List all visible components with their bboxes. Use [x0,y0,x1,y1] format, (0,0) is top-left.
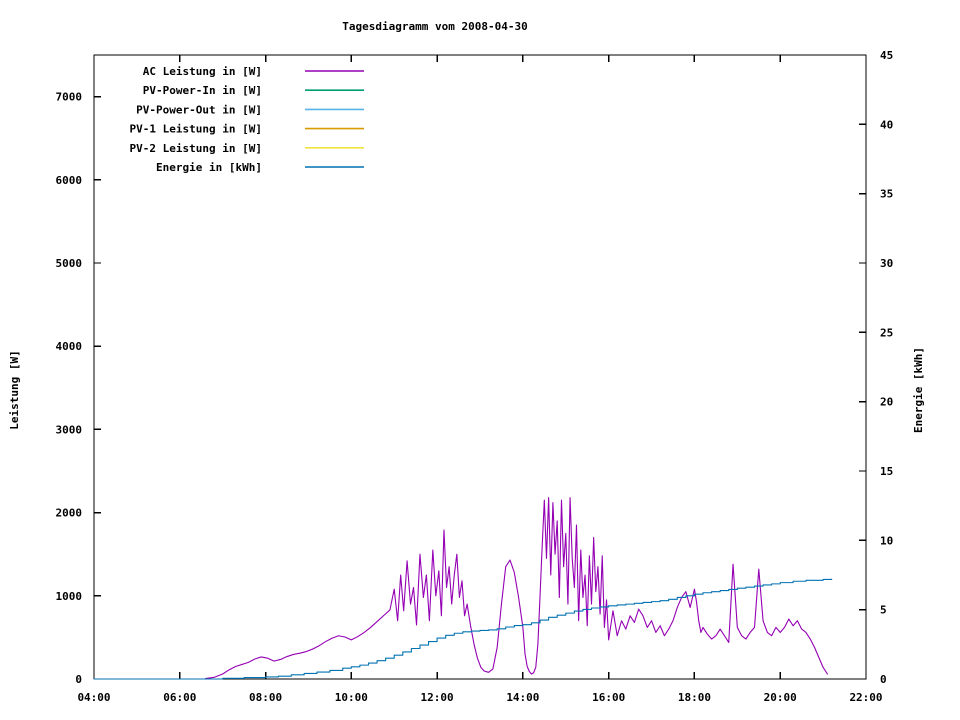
y2-tick-label: 35 [880,188,893,201]
y2-axis-title: Energie [kWh] [912,347,925,433]
legend-label: PV-Power-In in [W] [143,84,262,97]
legend-label: Energie in [kWh] [156,161,262,174]
y-tick-label: 0 [75,673,82,686]
legend-layer: AC Leistung in [W] PV-Power-In in [W] PV-P… [130,65,364,174]
legend-entry: Energie in [kWh] [156,161,364,174]
y2-tick-label: 10 [880,534,893,547]
legend-entry: PV-Power-Out in [W] [136,103,364,116]
x-tick-label: 10:00 [335,691,368,704]
y-tick-label: 7000 [56,91,83,104]
y-axis-title: Leistung [W] [8,350,21,429]
x-tick-label: 22:00 [849,691,882,704]
legend-entry: PV-2 Leistung in [W] [130,142,364,155]
y-tick-label: 5000 [56,257,83,270]
x-tick-label: 20:00 [764,691,797,704]
legend-entry: PV-1 Leistung in [W] [130,123,364,136]
x-tick-label: 06:00 [163,691,196,704]
y-tick-label: 6000 [56,174,83,187]
legend-label: PV-2 Leistung in [W] [130,142,262,155]
y-tick-label: 4000 [56,340,83,353]
x-tick-label: 12:00 [421,691,454,704]
plot-frame [93,54,867,680]
x-tick-label: 16:00 [592,691,625,704]
y2-tick-label: 45 [880,49,893,62]
series-line-0 [204,497,828,680]
y2-tick-label: 25 [880,326,893,339]
legend-label: PV-Power-Out in [W] [136,103,262,116]
x-tick-label: 04:00 [77,691,110,704]
legend-label: PV-1 Leistung in [W] [130,123,262,136]
y2-tick-label: 40 [880,118,893,131]
y-tick-label: 1000 [56,590,83,603]
y2-tick-label: 20 [880,396,893,409]
legend-entry: PV-Power-In in [W] [143,84,364,97]
legend-entry: AC Leistung in [W] [143,65,364,78]
y2-tick-label: 0 [880,673,887,686]
y2-tick-label: 5 [880,604,887,617]
series-line-5 [93,578,833,680]
y-tick-label: 2000 [56,507,83,520]
legend-label: AC Leistung in [W] [143,65,262,78]
x-tick-label: 18:00 [678,691,711,704]
chart-title: Tagesdiagramm vom 2008-04-30 [342,20,527,33]
y2-tick-label: 15 [880,465,893,478]
axes-layer: 04:00 06:00 08:00 10:00 12:00 14:00 16:00 18:00… [56,49,894,704]
series-layer [93,497,833,680]
x-tick-label: 14:00 [506,691,539,704]
y2-tick-label: 30 [880,257,893,270]
x-tick-label: 08:00 [249,691,282,704]
y-tick-label: 3000 [56,423,83,436]
